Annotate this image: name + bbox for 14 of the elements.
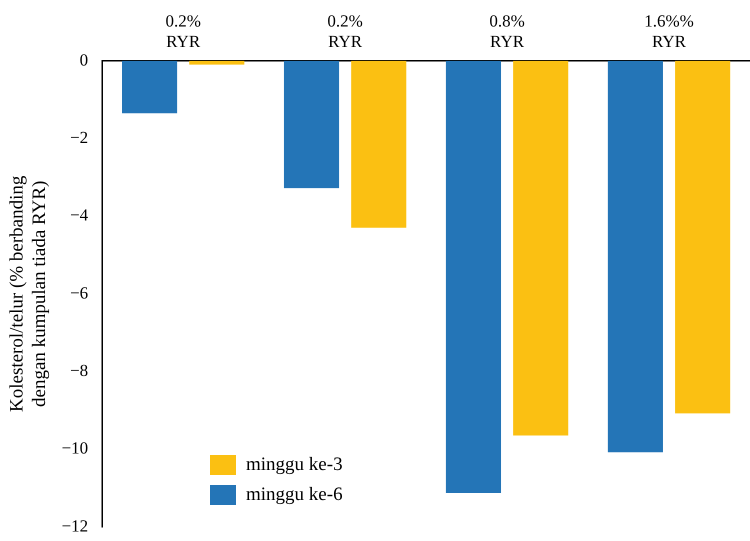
x-tick-label: 0.2% RYR bbox=[327, 12, 363, 52]
x-tick-label: 0.2% RYR bbox=[165, 12, 201, 52]
y-tick-label: 0 bbox=[80, 50, 88, 70]
y-tick-label: −10 bbox=[62, 438, 88, 458]
y-tick-label: −8 bbox=[70, 360, 88, 380]
y-tick-label: −2 bbox=[70, 128, 88, 147]
y-tick-label: −12 bbox=[62, 516, 88, 536]
y-tick-label: −6 bbox=[70, 283, 88, 302]
legend-label: minggu ke-3 bbox=[246, 453, 343, 477]
legend-label: minggu ke-6 bbox=[246, 483, 343, 507]
x-tick-label: 1.6%% RYR bbox=[644, 12, 694, 52]
y-tick-label: −4 bbox=[70, 206, 89, 225]
y-axis-title: Kolesterol/telur (% berbanding dengan kumpulan tiada RYR) bbox=[6, 175, 50, 412]
x-tick-label: 0.8% RYR bbox=[489, 12, 525, 52]
